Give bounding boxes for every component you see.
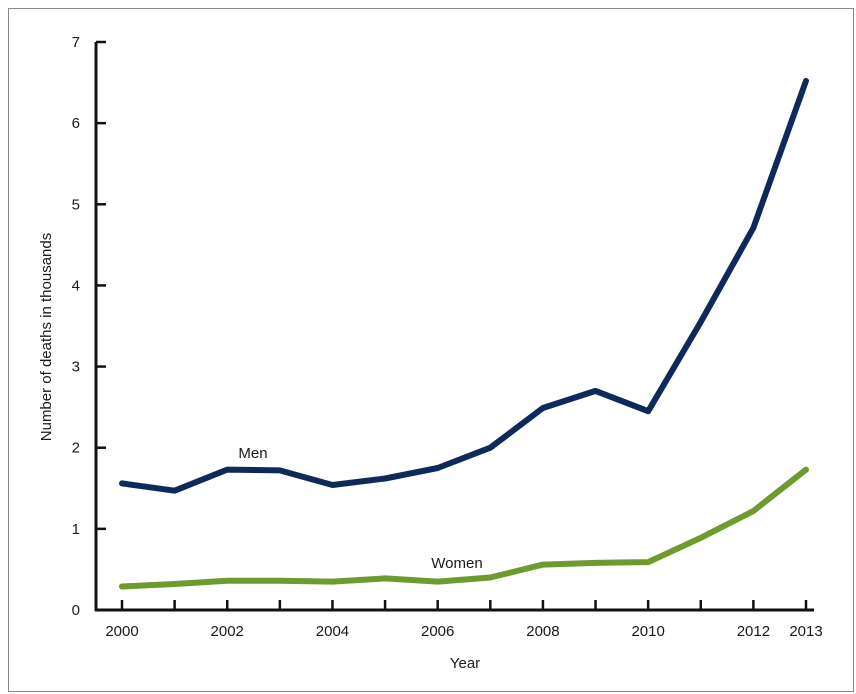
y-tick-label: 4: [72, 277, 80, 294]
series-lines: [119, 77, 809, 590]
x-tick-label: 2000: [105, 623, 138, 640]
x-axis-title: Year: [450, 655, 480, 672]
y-tick-label: 0: [72, 602, 80, 619]
x-tick-label: 2004: [316, 623, 349, 640]
x-tick-label: 2002: [211, 623, 244, 640]
y-tick-label: 6: [72, 115, 80, 132]
axes: 0 1 2 3 4 5 6 7 2000 2002 2004 2006 2008 2010 2012 2013: [72, 34, 823, 640]
x-tick-label: 2012: [737, 623, 770, 640]
chart-frame: [8, 8, 854, 692]
y-tick-label: 3: [72, 359, 80, 376]
y-axis-title: Number of deaths in thousands: [38, 233, 55, 441]
series-line-men: [119, 77, 809, 494]
y-tick-label: 2: [72, 440, 80, 457]
y-tick-label: 1: [72, 521, 80, 538]
x-tick-label: 2010: [631, 623, 664, 640]
series-line-women: [119, 466, 809, 590]
series-label-women: Women: [431, 555, 482, 572]
x-tick-label: 2006: [421, 623, 454, 640]
series-label-men: Men: [238, 445, 267, 462]
y-tick-label: 5: [72, 196, 80, 213]
y-tick-label: 7: [72, 34, 80, 51]
x-tick-label: 2013: [789, 623, 822, 640]
x-tick-label: 2008: [526, 623, 559, 640]
series-labels: Men Women: [238, 445, 482, 572]
